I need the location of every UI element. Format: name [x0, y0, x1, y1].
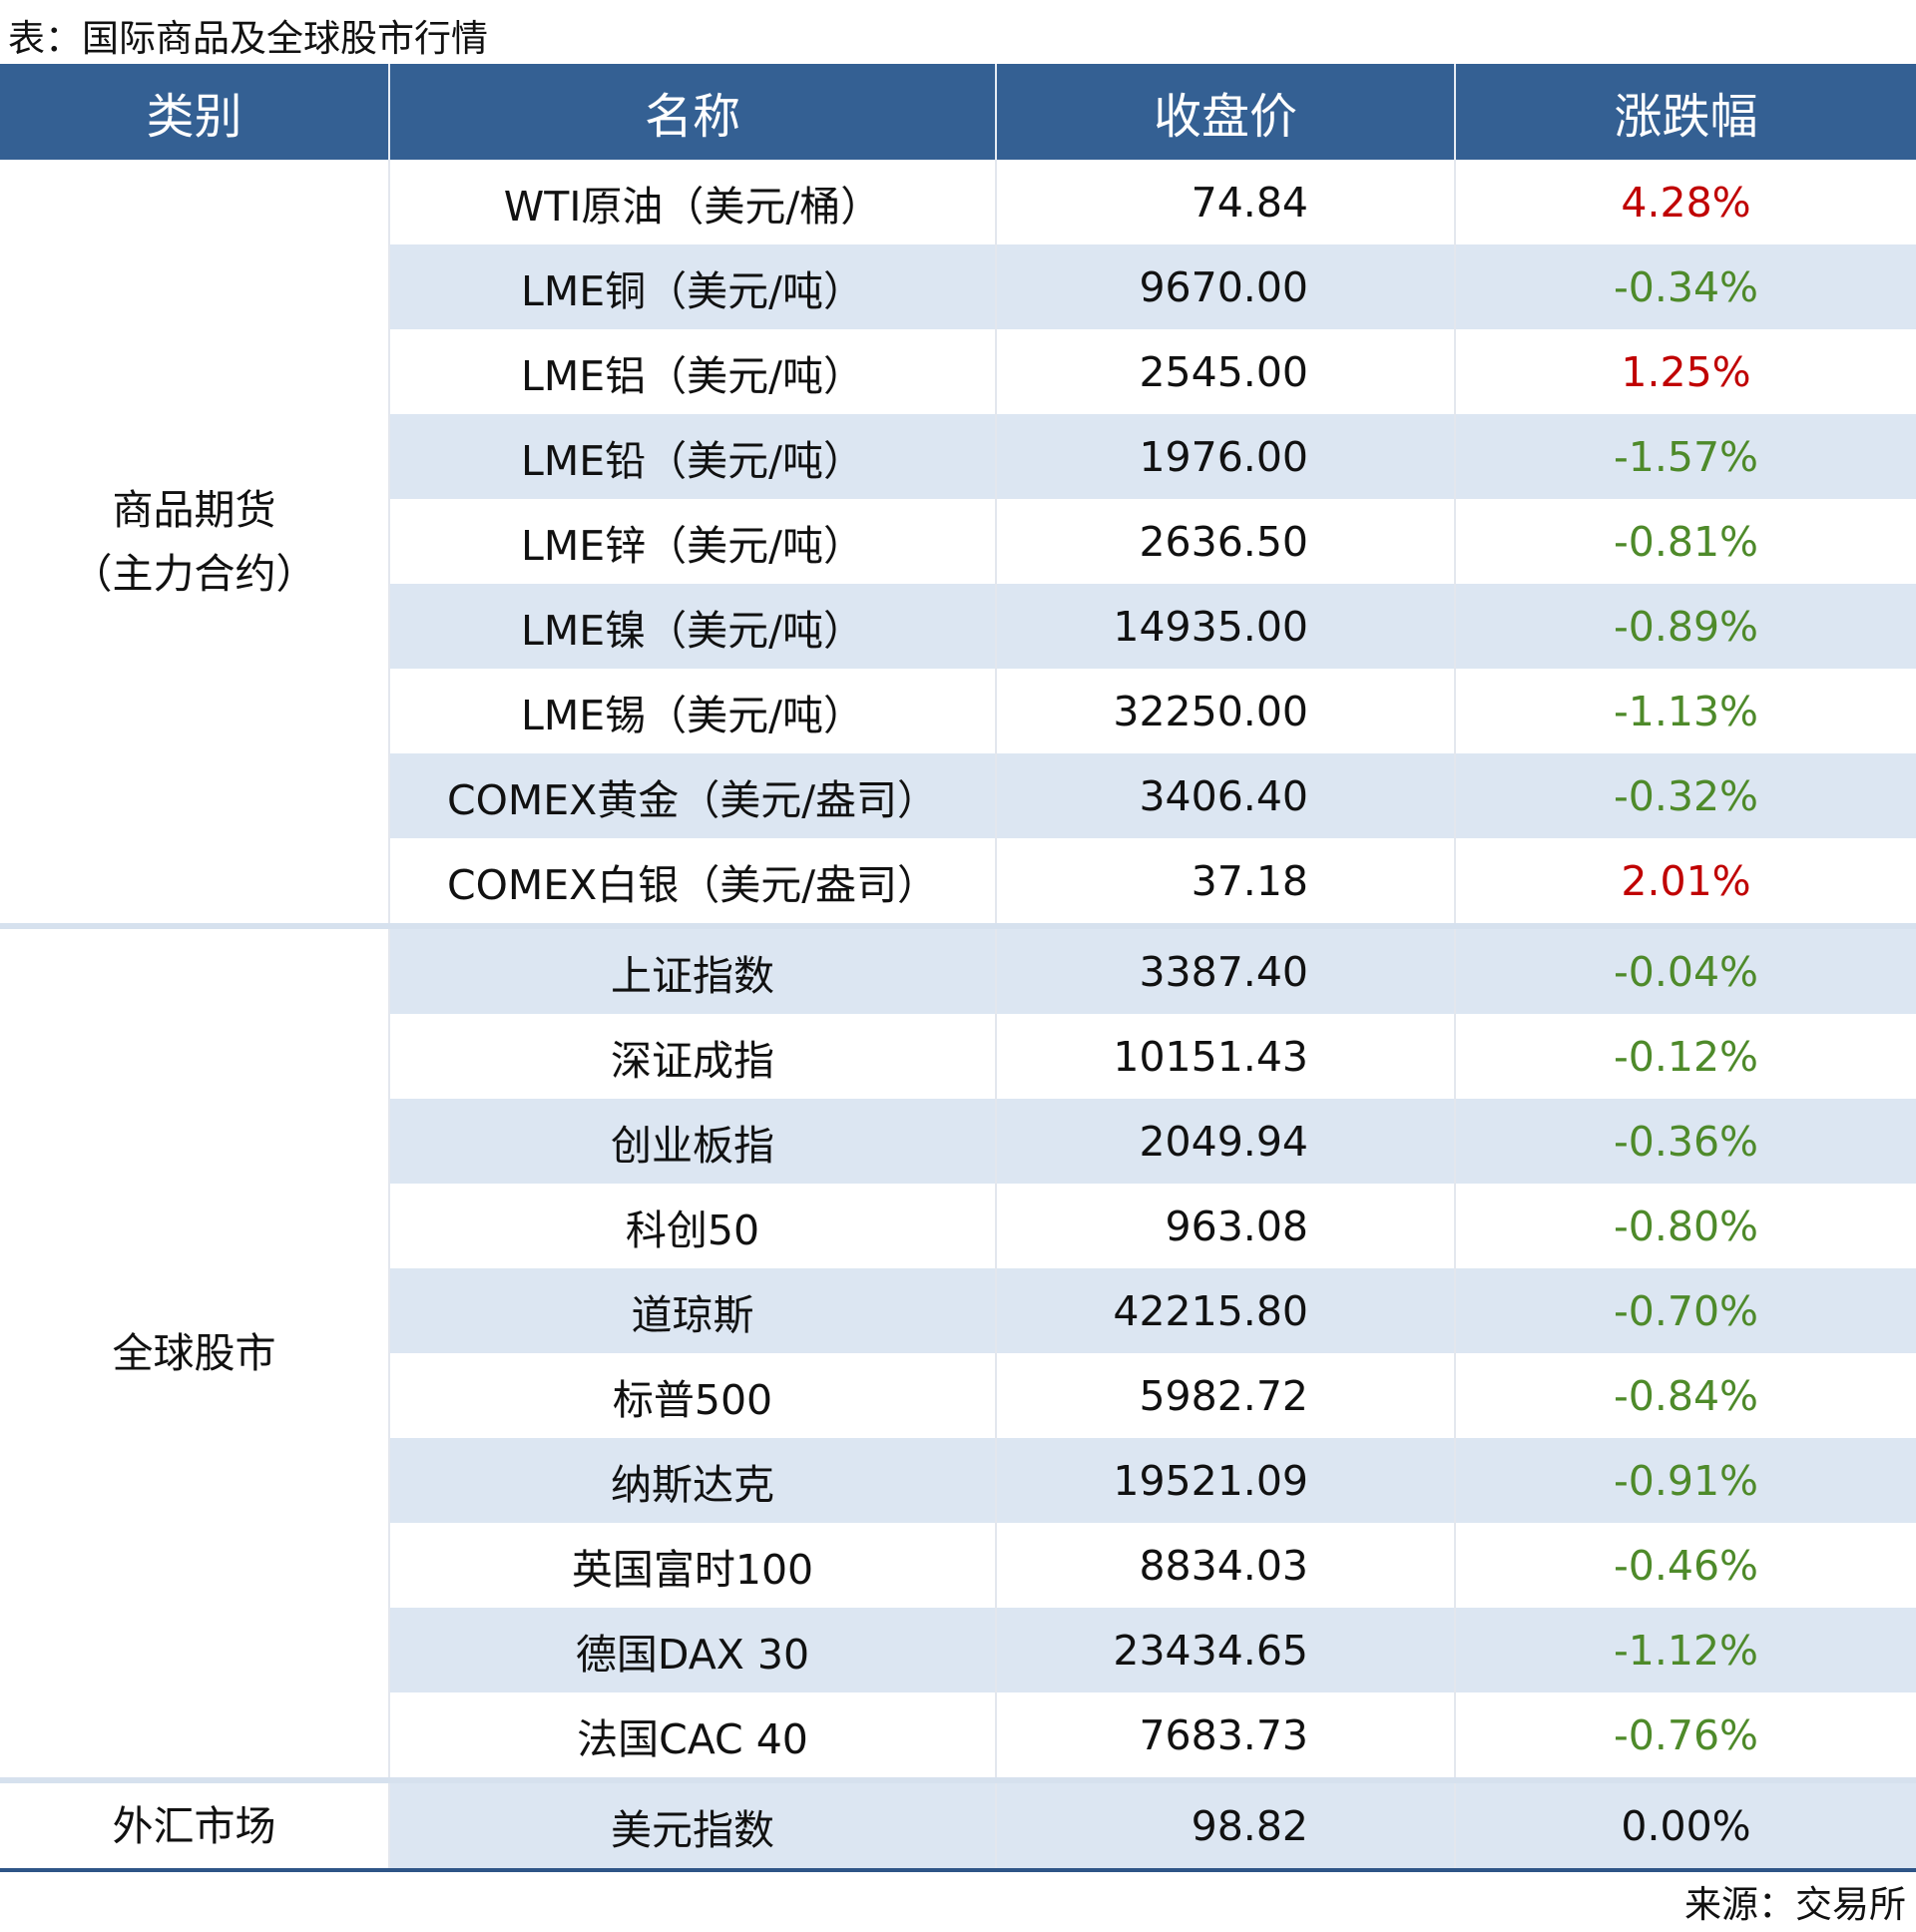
table-row: 科创50 963.08 -0.80%	[0, 1184, 1916, 1268]
name-cell: WTI原油（美元/桶）	[389, 160, 997, 244]
market-table: 类别 名称 收盘价 涨跌幅 商品期货 （主力合约） WTI原油（美元/桶） 74.84 4.…	[0, 64, 1916, 1872]
price-cell: 3387.40	[996, 923, 1456, 1014]
table-body: 商品期货 （主力合约） WTI原油（美元/桶） 74.84 4.28% LME铜（美元/…	[0, 160, 1916, 1872]
name-cell: 法国CAC 40	[389, 1692, 997, 1780]
table-row: LME铝（美元/吨） 2545.00 1.25%	[0, 329, 1916, 414]
price-cell: 2049.94	[996, 1099, 1456, 1184]
name-cell: 深证成指	[389, 1014, 997, 1099]
change-cell: 4.28%	[1621, 178, 1751, 227]
table-row: 商品期货 （主力合约） WTI原油（美元/桶） 74.84 4.28%	[0, 160, 1916, 926]
change-cell: -0.46%	[1613, 1541, 1759, 1590]
table-row: LME镍（美元/吨） 14935.00 -0.89%	[0, 584, 1916, 669]
change-cell: -0.12%	[1613, 1032, 1759, 1081]
category-cell: 商品期货 （主力合约）	[0, 160, 390, 926]
name-cell: COMEX黄金（美元/盎司）	[389, 753, 997, 838]
column-header: 收盘价	[996, 64, 1456, 160]
price-cell: 5982.72	[996, 1353, 1456, 1438]
name-cell: LME锡（美元/吨）	[389, 669, 997, 753]
column-header: 名称	[389, 64, 997, 160]
table-row: 法国CAC 40 7683.73 -0.76%	[0, 1692, 1916, 1780]
table-row: 纳斯达克 19521.09 -0.91%	[0, 1438, 1916, 1523]
name-cell: 科创50	[389, 1184, 997, 1268]
change-cell: -0.76%	[1613, 1710, 1759, 1759]
name-cell: 纳斯达克	[389, 1438, 997, 1523]
price-cell: 963.08	[996, 1184, 1456, 1268]
change-cell: -0.32%	[1455, 753, 1916, 838]
price-cell: 1976.00	[996, 414, 1456, 499]
price-cell: 14935.00	[996, 584, 1456, 669]
column-header: 涨跌幅	[1455, 64, 1916, 160]
table-row: LME锌（美元/吨） 2636.50 -0.81%	[0, 499, 1916, 584]
price-cell: 2545.00	[996, 329, 1456, 414]
name-cell: 英国富时100	[389, 1523, 997, 1608]
price-cell: 98.82	[996, 1777, 1456, 1872]
name-cell: LME铅（美元/吨）	[389, 414, 997, 499]
name-cell: 创业板指	[389, 1099, 997, 1184]
table-row: 道琼斯 42215.80 -0.70%	[0, 1268, 1916, 1353]
column-header: 类别	[0, 64, 390, 160]
table-row: LME铜（美元/吨） 9670.00 -0.34%	[0, 244, 1916, 329]
change-cell: -1.13%	[1613, 687, 1759, 735]
table-row: COMEX白银（美元/盎司） 37.18 2.01%	[0, 838, 1916, 926]
category-cell: 全球股市	[0, 923, 390, 1780]
table-row: COMEX黄金（美元/盎司） 3406.40 -0.32%	[0, 753, 1916, 838]
name-cell: LME铜（美元/吨）	[389, 244, 997, 329]
price-cell: 3406.40	[996, 753, 1456, 838]
table-row: 创业板指 2049.94 -0.36%	[0, 1099, 1916, 1184]
change-cell: -0.89%	[1455, 584, 1916, 669]
change-cell: -0.81%	[1613, 517, 1759, 566]
source-note: 来源：交易所	[1684, 1883, 1906, 1926]
change-cell: -0.91%	[1455, 1438, 1916, 1523]
change-cell: -1.57%	[1455, 414, 1916, 499]
table-row: 深证成指 10151.43 -0.12%	[0, 1014, 1916, 1099]
change-cell: 1.25%	[1621, 347, 1751, 396]
price-cell: 74.84	[996, 160, 1456, 244]
name-cell: 美元指数	[389, 1777, 997, 1872]
change-cell: 2.01%	[1621, 856, 1751, 905]
name-cell: LME铝（美元/吨）	[389, 329, 997, 414]
name-cell: 标普500	[389, 1353, 997, 1438]
price-cell: 37.18	[996, 838, 1456, 926]
change-cell: 0.00%	[1455, 1777, 1916, 1872]
table-row: 德国DAX 30 23434.65 -1.12%	[0, 1608, 1916, 1692]
change-cell: -0.80%	[1613, 1202, 1759, 1250]
price-cell: 10151.43	[996, 1014, 1456, 1099]
change-cell: -0.84%	[1613, 1371, 1759, 1420]
table-row: 标普500 5982.72 -0.84%	[0, 1353, 1916, 1438]
name-cell: 上证指数	[389, 923, 997, 1014]
change-cell: -1.12%	[1455, 1608, 1916, 1692]
name-cell: LME镍（美元/吨）	[389, 584, 997, 669]
table-title: 表：国际商品及全球股市行情	[8, 17, 488, 60]
table-row: 全球股市 上证指数 3387.40 -0.04%	[0, 923, 1916, 1780]
price-cell: 42215.80	[996, 1268, 1456, 1353]
price-cell: 9670.00	[996, 244, 1456, 329]
change-cell: -0.36%	[1455, 1099, 1916, 1184]
price-cell: 19521.09	[996, 1438, 1456, 1523]
price-cell: 2636.50	[996, 499, 1456, 584]
name-cell: LME锌（美元/吨）	[389, 499, 997, 584]
price-cell: 32250.00	[996, 669, 1456, 753]
table-row: 外汇市场 美元指数 98.82 0.00%	[0, 1777, 1916, 1872]
table-row: 英国富时100 8834.03 -0.46%	[0, 1523, 1916, 1608]
table-row: LME锡（美元/吨） 32250.00 -1.13%	[0, 669, 1916, 753]
name-cell: COMEX白银（美元/盎司）	[389, 838, 997, 926]
change-cell: -0.34%	[1455, 244, 1916, 329]
header-row: 类别 名称 收盘价 涨跌幅	[0, 64, 1916, 160]
change-cell: -0.70%	[1455, 1268, 1916, 1353]
category-cell: 外汇市场	[0, 1777, 390, 1872]
change-cell: -0.04%	[1455, 923, 1916, 1014]
price-cell: 8834.03	[996, 1523, 1456, 1608]
table-row: LME铅（美元/吨） 1976.00 -1.57%	[0, 414, 1916, 499]
price-cell: 23434.65	[996, 1608, 1456, 1692]
price-cell: 7683.73	[996, 1692, 1456, 1780]
name-cell: 道琼斯	[389, 1268, 997, 1353]
name-cell: 德国DAX 30	[389, 1608, 997, 1692]
